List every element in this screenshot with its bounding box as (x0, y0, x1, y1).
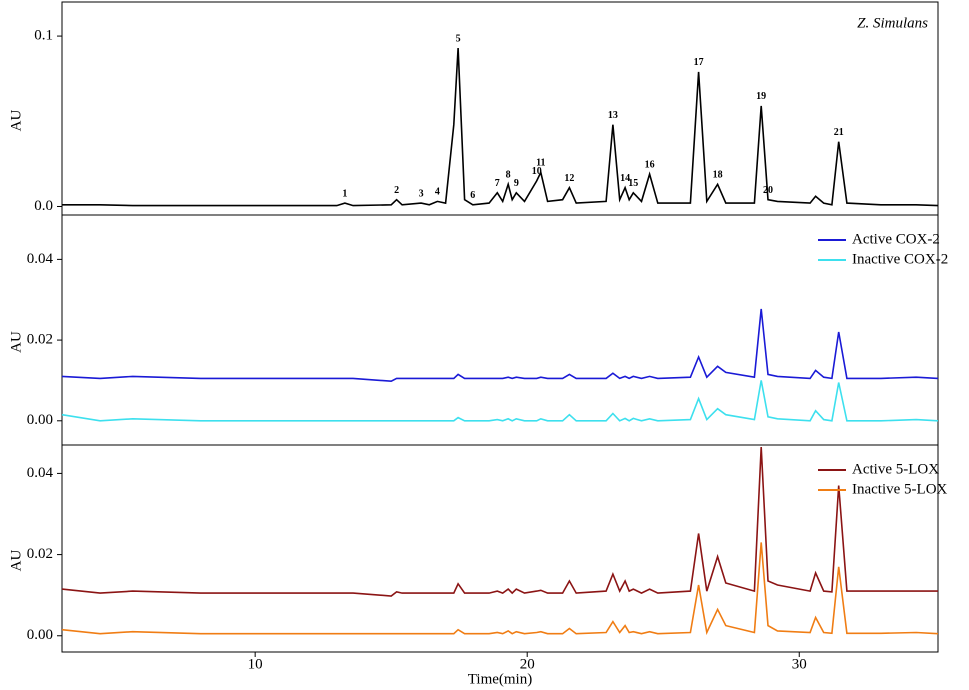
peak-label: 15 (628, 178, 638, 189)
panel-title: Z. Simulans (857, 15, 928, 31)
y-axis-label: AU (8, 110, 24, 132)
peak-label: 21 (834, 127, 844, 138)
legend-label: Inactive COX-2 (852, 251, 948, 267)
peak-label: 17 (694, 57, 704, 68)
peak-label: 16 (645, 159, 655, 170)
trace-line (61, 446, 938, 597)
legend-label: Active COX-2 (852, 231, 940, 247)
peak-label: 3 (419, 188, 424, 199)
y-tick-label: 0.00 (27, 412, 53, 428)
peak-label: 12 (564, 173, 574, 184)
plot-frame (61, 214, 939, 446)
peak-label: 6 (470, 190, 475, 201)
x-tick-label: 30 (792, 656, 807, 672)
y-axis-label: AU (8, 550, 24, 572)
trace-line (62, 47, 939, 207)
peak-label: 2 (394, 185, 399, 196)
trace-line (61, 380, 939, 422)
peak-label: 14 (620, 173, 630, 184)
peak-label: 18 (713, 170, 723, 181)
y-tick-label: 0.02 (27, 546, 53, 562)
peak-label: 4 (435, 187, 440, 198)
legend-label: Active 5-LOX (852, 461, 939, 477)
y-axis-label: AU (8, 331, 24, 353)
plot-frame (61, 1, 939, 216)
y-tick-label: 0.04 (27, 465, 54, 481)
y-tick-label: 0.04 (27, 251, 54, 267)
x-tick-label: 10 (248, 656, 263, 672)
peak-label: 5 (456, 33, 461, 44)
legend-label: Inactive 5-LOX (852, 481, 948, 497)
peak-label: 13 (608, 110, 618, 121)
plot-frame (61, 444, 939, 653)
peak-label: 7 (495, 178, 500, 189)
peak-label: 1 (342, 188, 347, 199)
peak-label: 9 (514, 178, 519, 189)
y-tick-label: 0.02 (27, 332, 53, 348)
peak-label: 10 (532, 166, 542, 177)
peak-label: 8 (506, 170, 511, 181)
peak-label: 20 (763, 185, 773, 196)
trace-line (61, 542, 939, 636)
y-tick-label: 0.0 (34, 198, 53, 214)
peak-label: 11 (536, 158, 545, 169)
x-axis-label: Time(min) (468, 671, 532, 687)
y-tick-label: 0.00 (27, 627, 53, 643)
peak-label: 19 (756, 91, 766, 102)
x-tick-label: 20 (520, 656, 535, 672)
trace-line (61, 308, 939, 383)
y-tick-label: 0.1 (34, 28, 53, 44)
